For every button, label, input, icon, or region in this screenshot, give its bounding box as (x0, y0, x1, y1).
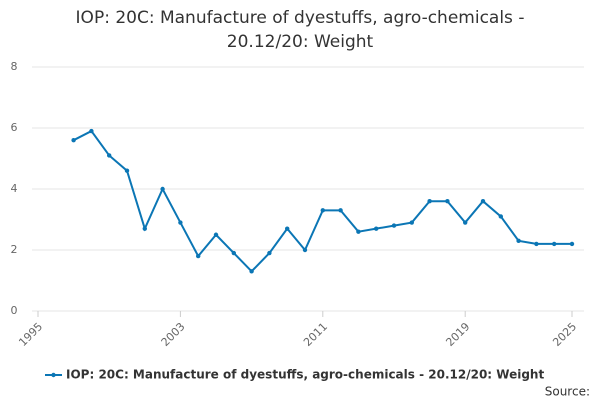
data-point (534, 241, 539, 247)
data-point (160, 186, 165, 192)
data-point (89, 128, 94, 134)
x-tick-label: 2011 (301, 320, 330, 349)
legend-marker (51, 372, 56, 378)
data-point (409, 220, 414, 225)
data-point (320, 208, 325, 213)
x-tick-label: 1995 (16, 320, 45, 349)
x-tick-label: 2003 (159, 320, 188, 349)
data-point (178, 220, 183, 225)
data-point (391, 223, 397, 228)
data-point (516, 238, 521, 244)
data-point (124, 168, 130, 173)
y-tick-label: 8 (11, 60, 18, 73)
data-point (427, 199, 432, 204)
y-tick-label: 0 (11, 304, 18, 317)
data-point (71, 138, 76, 143)
x-tick-label: 2019 (443, 320, 472, 349)
data-point (374, 226, 379, 231)
data-point (213, 232, 219, 237)
legend-label: IOP: 20C: Manufacture of dyestuffs, agro… (66, 368, 544, 382)
data-point (552, 241, 557, 247)
data-point (356, 229, 361, 234)
data-point (142, 226, 147, 231)
data-point (107, 153, 112, 158)
data-point (498, 214, 503, 219)
data-point (338, 208, 343, 213)
chart-title: IOP: 20C: Manufacture of dyestuffs, agro… (75, 8, 525, 52)
data-point (445, 199, 450, 204)
data-point (569, 241, 575, 247)
data-point (463, 220, 468, 225)
data-point (196, 253, 201, 259)
y-tick-label: 6 (11, 121, 18, 134)
data-point (302, 247, 308, 253)
data-point (480, 199, 486, 204)
data-point (249, 269, 254, 274)
source-label: Source: (545, 385, 590, 399)
data-point (285, 226, 290, 231)
x-tick-label: 2025 (550, 320, 579, 349)
data-point (267, 250, 272, 256)
y-tick-label: 2 (11, 243, 18, 256)
y-tick-label: 4 (11, 182, 18, 195)
data-point (231, 250, 236, 256)
